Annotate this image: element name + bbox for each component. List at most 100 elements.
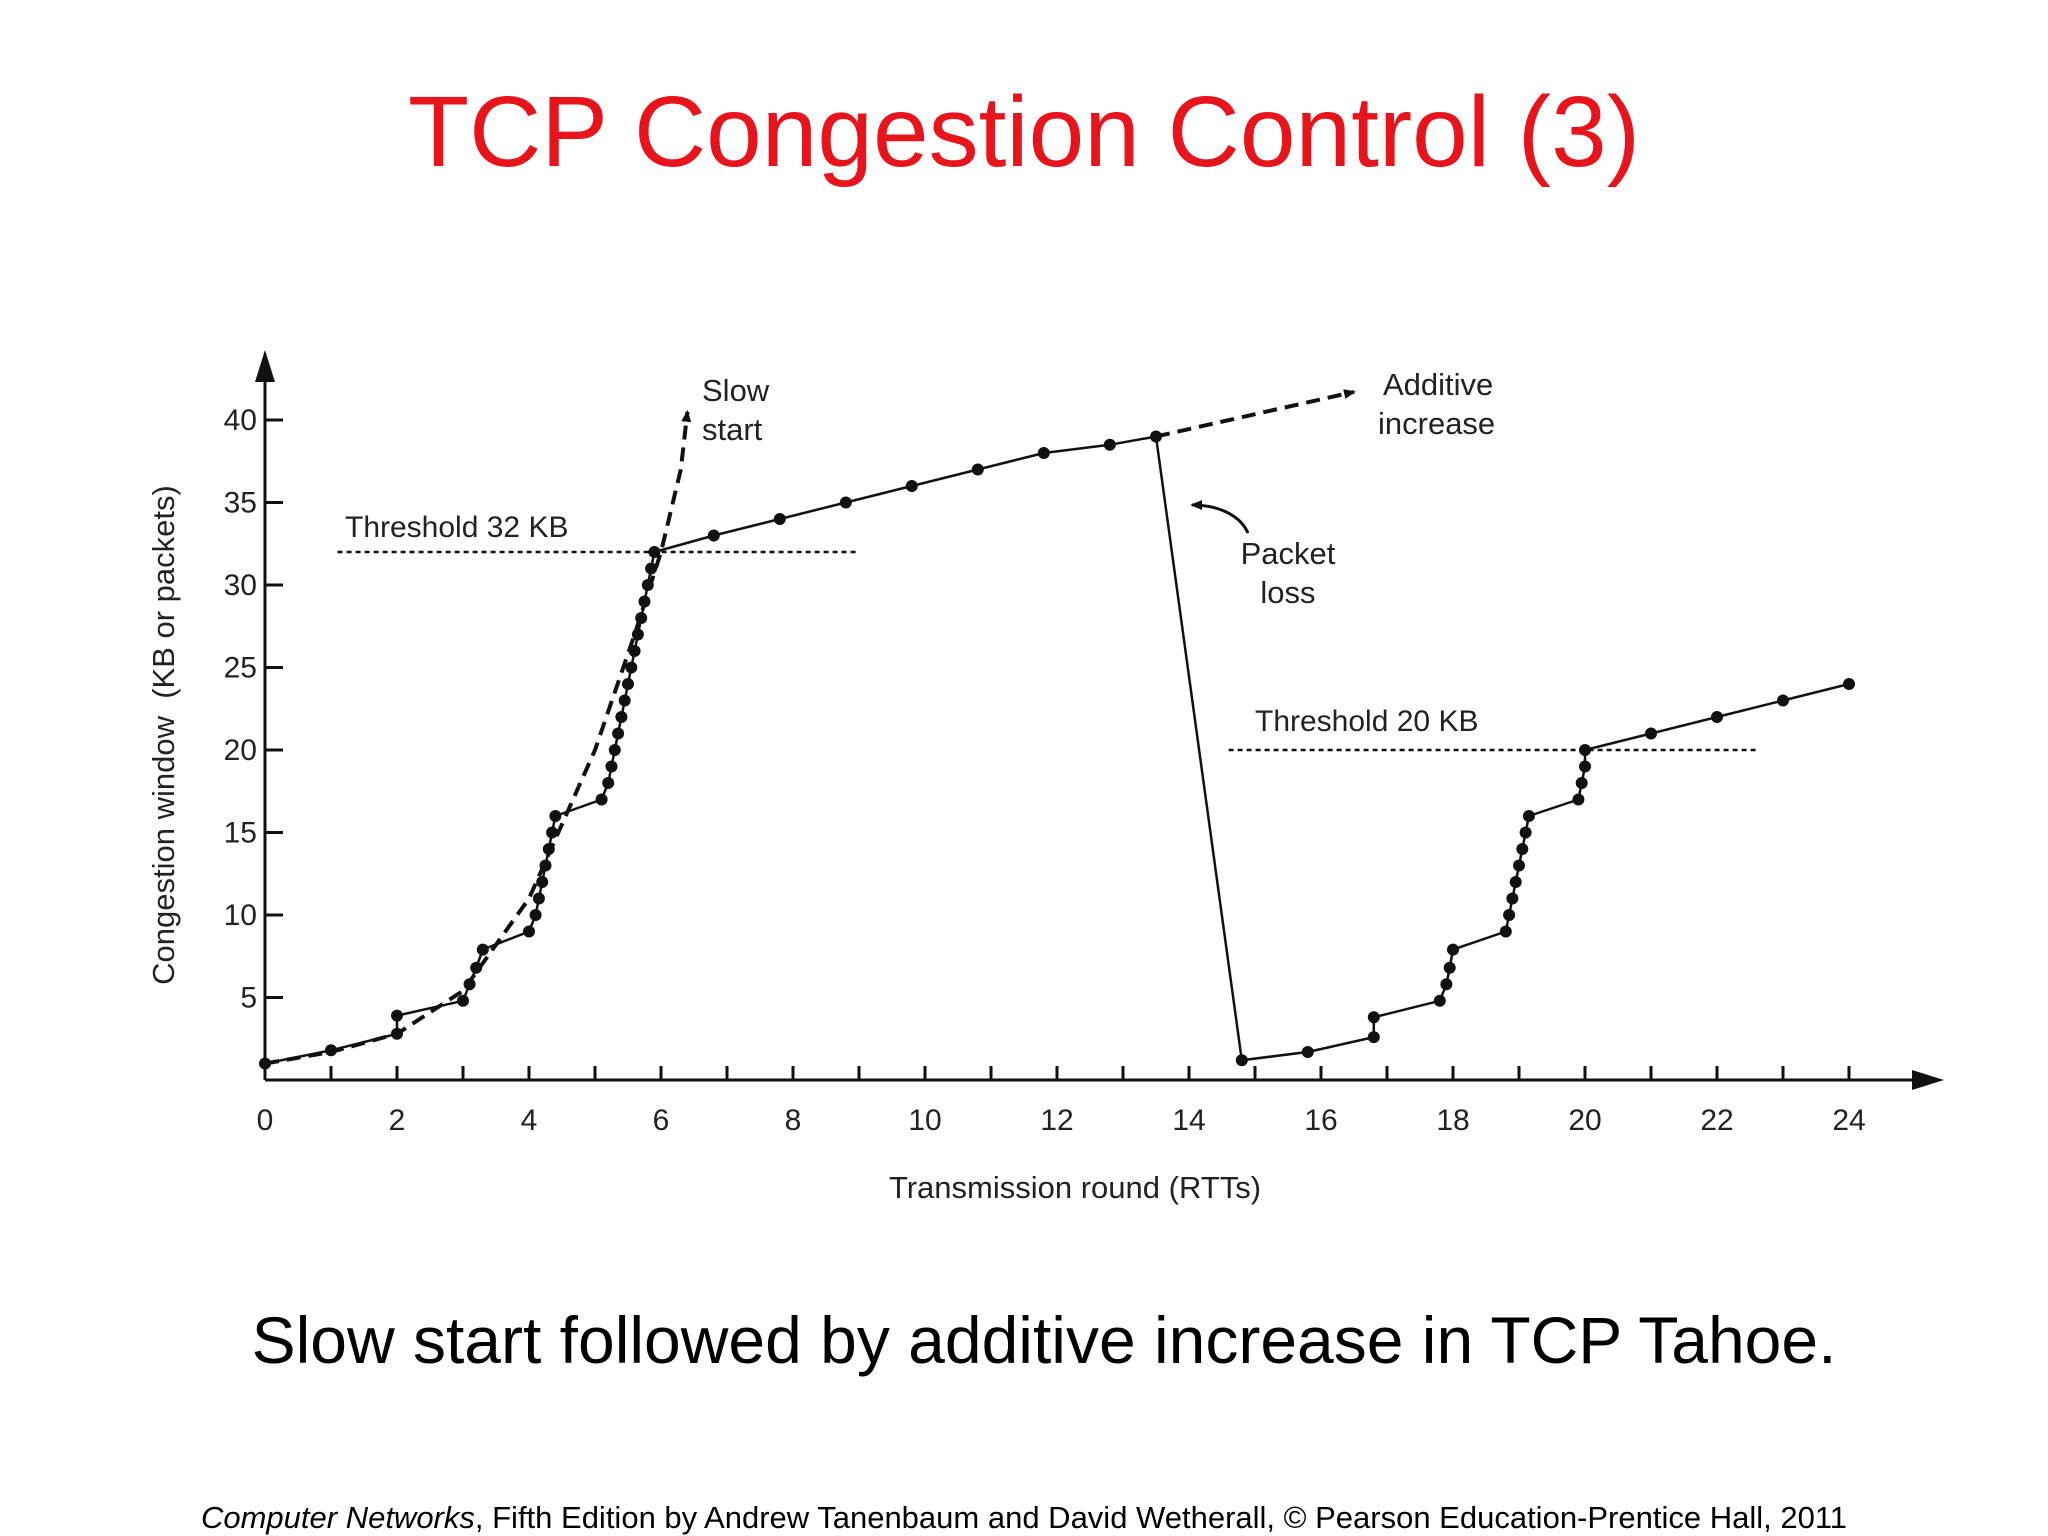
data-point-21 [615,711,628,723]
data-point-34 [839,496,852,509]
x-ticks: 0 2 4 6 8 10 12 14 16 18 20 22 24 [257,1066,1866,1137]
data-point-59 [1579,744,1591,756]
data-point-24 [625,661,638,674]
data-point-7 [476,943,489,956]
data-point-61 [1711,711,1723,723]
additive-extension [1155,389,1356,439]
data-point-3 [391,1009,403,1022]
data-point-54 [1519,826,1532,839]
data-point-33 [773,513,786,525]
x-tick-label-4: 4 [521,1104,538,1137]
data-point-62 [1777,694,1789,707]
y-ticks: 5 10 15 20 25 30 35 40 [224,404,283,1015]
data-point-13 [542,843,555,855]
x-tick-label-10: 10 [908,1104,941,1137]
y-tick-label-40: 40 [224,404,257,437]
data-point-63 [1843,678,1855,690]
x-tick-label-18: 18 [1436,1104,1469,1137]
data-point-10 [532,892,545,905]
y-tick-label-15: 15 [224,817,257,850]
data-point-27 [635,612,648,624]
x-axis-label: Transmission round (RTTs) [889,1170,1261,1205]
data-point-32 [707,529,720,542]
footer-book-title: Computer Networks [200,1500,475,1535]
data-point-5 [463,978,476,991]
data-point-40 [1235,1054,1248,1067]
data-point-50 [1506,892,1519,905]
x-tick-label-6: 6 [653,1104,670,1137]
data-point-36 [971,463,984,476]
x-axis-arrow [1912,1070,1944,1090]
data-point-14 [546,826,559,839]
data-point-41 [1301,1046,1314,1058]
data-point-0 [259,1057,271,1070]
data-point-20 [612,727,625,740]
y-axis-label: Congestion window (KB or packets) [146,485,181,985]
data-point-2 [391,1027,403,1040]
congestion-window-line [264,435,1850,1065]
footer-credits: , Fifth Edition by Andrew Tanenbaum and … [474,1500,1848,1535]
x-tick-label-24: 24 [1832,1104,1865,1137]
x-tick-label-0: 0 [257,1104,274,1137]
y-tick-label-10: 10 [224,899,257,932]
data-point-44 [1433,994,1446,1007]
data-point-16 [595,793,608,806]
annotation-slow-start-line-1: Slow [702,373,770,408]
series-line [264,435,1850,1065]
additive-increase-dashed-path [1155,389,1356,439]
data-point-58 [1579,760,1591,773]
data-point-46 [1443,961,1456,974]
y-tick-label-25: 25 [224,652,257,685]
annotation-additive-line-1: Additive [1383,367,1493,402]
threshold-20-label: Threshold 20 KB [1255,705,1478,738]
source-footer: Computer Networks, Fifth Edition by Andr… [0,1500,2048,1536]
data-point-4 [457,994,469,1007]
data-point-11 [536,876,549,888]
y-tick-label-30: 30 [224,569,257,602]
data-point-42 [1367,1031,1380,1044]
x-tick-label-2: 2 [389,1104,406,1137]
annotation-slow-start-line-2: start [702,412,763,447]
data-point-29 [641,579,654,591]
data-point-28 [638,595,651,608]
data-point-9 [529,909,542,921]
y-tick-label-20: 20 [224,734,257,767]
data-point-6 [470,961,483,974]
data-point-17 [602,777,615,789]
y-tick-label-35: 35 [224,487,257,520]
data-point-1 [325,1044,337,1057]
data-point-22 [618,694,631,707]
data-point-56 [1572,793,1585,806]
data-point-37 [1037,447,1050,459]
data-point-60 [1645,727,1657,740]
data-point-23 [622,678,634,690]
data-point-51 [1509,876,1522,888]
annotation-packet-loss-line-1: Packet [1241,536,1336,571]
data-point-30 [645,562,658,575]
x-tick-label-8: 8 [785,1104,802,1137]
y-tick-label-5: 5 [240,982,257,1015]
data-point-52 [1513,859,1525,872]
annotation-packet-loss-line-2: loss [1260,575,1315,610]
data-point-57 [1575,777,1588,789]
series-points [259,430,1855,1070]
y-axis-arrow [255,350,275,382]
data-point-8 [523,925,535,938]
axes [255,350,1944,1090]
x-tick-label-20: 20 [1568,1104,1601,1137]
threshold-32-label: Threshold 32 KB [345,511,568,544]
annotations: Slow start Additive increase Packet loss… [345,367,1495,738]
data-point-38 [1103,438,1116,451]
thresholds [337,550,1757,752]
data-point-19 [608,744,621,756]
data-point-39 [1150,430,1162,443]
data-point-49 [1503,909,1516,921]
data-point-35 [905,480,918,492]
data-point-47 [1447,943,1459,956]
data-point-31 [648,546,661,558]
x-tick-label-14: 14 [1172,1104,1205,1137]
data-point-45 [1440,978,1453,991]
data-point-12 [539,859,552,872]
data-point-48 [1499,925,1512,938]
data-point-25 [628,645,641,657]
